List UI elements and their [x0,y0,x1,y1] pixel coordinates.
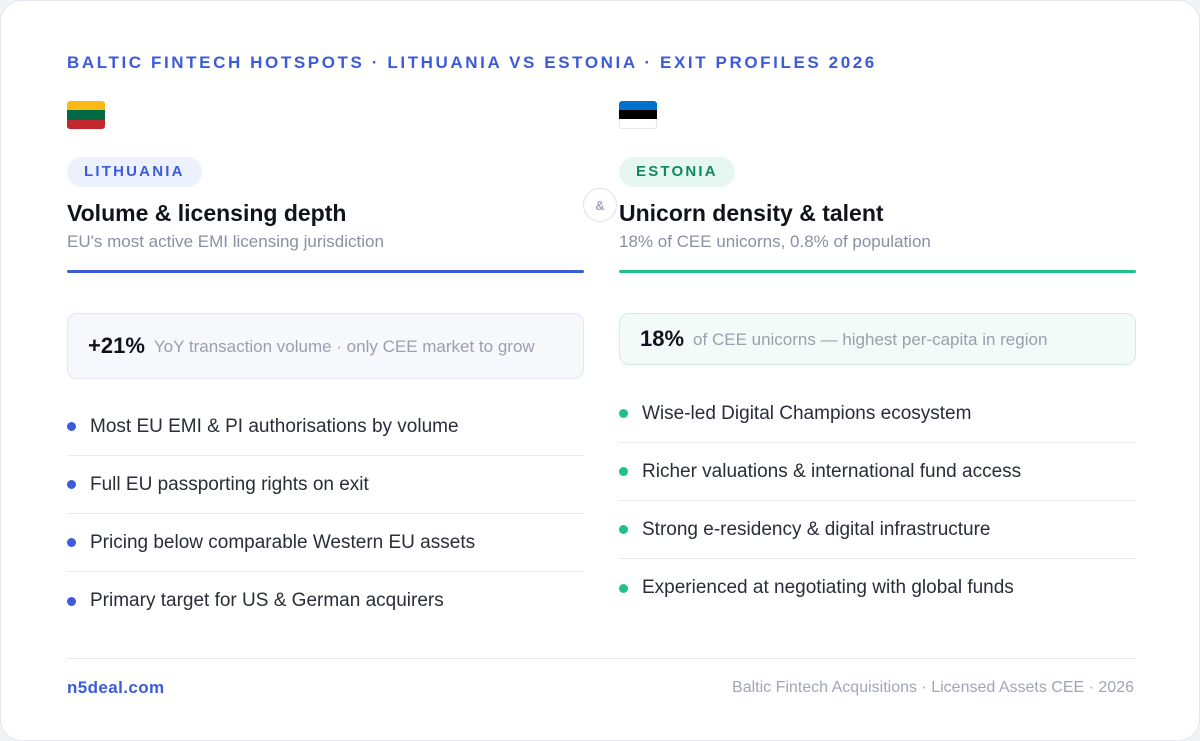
footer-divider [67,658,1136,659]
footer-caption: Baltic Fintech Acquisitions · Licensed A… [732,679,1134,696]
ampersand-divider: & [583,188,617,222]
lithuania-subtitle: EU's most active EMI licensing jurisdict… [67,232,384,251]
estonia-feature-list: Wise-led Digital Champions ecosystem Ric… [619,385,1136,617]
lithuania-title: Volume & licensing depth [67,200,347,226]
list-item-label: Pricing below comparable Western EU asse… [90,531,476,553]
estonia-title: Unicorn density & talent [619,200,884,226]
list-item: Experienced at negotiating with global f… [619,559,1136,617]
lithuania-stat-value: +21% [88,333,145,358]
estonia-badge: ESTONIA [619,157,735,187]
bullet-dot-icon [619,583,628,593]
estonia-flag-icon [619,101,657,129]
list-item-label: Strong e-residency & digital infrastruct… [642,518,991,540]
lithuania-feature-list: Most EU EMI & PI authorisations by volum… [67,398,584,630]
list-item: Pricing below comparable Western EU asse… [67,514,584,572]
list-item: Richer valuations & international fund a… [619,443,1136,501]
lithuania-flag-icon [67,101,105,129]
lithuania-column: LITHUANIA Volume & licensing depth EU's … [67,101,584,630]
estonia-subtitle: 18% of CEE unicorns, 0.8% of population [619,232,931,251]
list-item: Primary target for US & German acquirers [67,572,584,630]
list-item-label: Most EU EMI & PI authorisations by volum… [90,415,459,437]
lithuania-stat-box: +21% YoY transaction volume · only CEE m… [67,313,584,379]
estonia-stat-value: 18% [640,326,685,351]
list-item-label: Primary target for US & German acquirers [90,590,444,611]
bullet-dot-icon [619,409,628,418]
lithuania-badge: LITHUANIA [67,157,202,187]
lithuania-accent-rule [67,270,584,273]
list-item-label: Experienced at negotiating with global f… [642,577,1014,598]
list-item-label: Wise-led Digital Champions ecosystem [642,402,972,424]
list-item-label: Full EU passporting rights on exit [90,473,369,495]
bullet-dot-icon [67,538,76,547]
bullet-dot-icon [619,467,628,476]
list-item: Full EU passporting rights on exit [67,456,584,514]
bullet-dot-icon [67,422,76,431]
estonia-column: ESTONIA Unicorn density & talent 18% of … [619,101,1136,617]
lithuania-stat-text: YoY transaction volume · only CEE market… [153,336,535,356]
list-item: Wise-led Digital Champions ecosystem [619,385,1136,443]
list-item: Strong e-residency & digital infrastruct… [619,501,1136,559]
estonia-stat-box: 18% of CEE unicorns — highest per-capita… [619,313,1136,365]
list-item: Most EU EMI & PI authorisations by volum… [67,398,584,456]
bullet-dot-icon [67,596,76,606]
bullet-dot-icon [67,480,76,489]
footer-site-link[interactable]: n5deal.com [67,678,165,697]
list-item-label: Richer valuations & international fund a… [642,460,1022,482]
estonia-stat-text: of CEE unicorns — highest per-capita in … [693,329,1048,349]
eyebrow-title: BALTIC FINTECH HOTSPOTS · LITHUANIA VS E… [67,53,877,72]
estonia-accent-rule [619,270,1136,273]
bullet-dot-icon [619,525,628,534]
